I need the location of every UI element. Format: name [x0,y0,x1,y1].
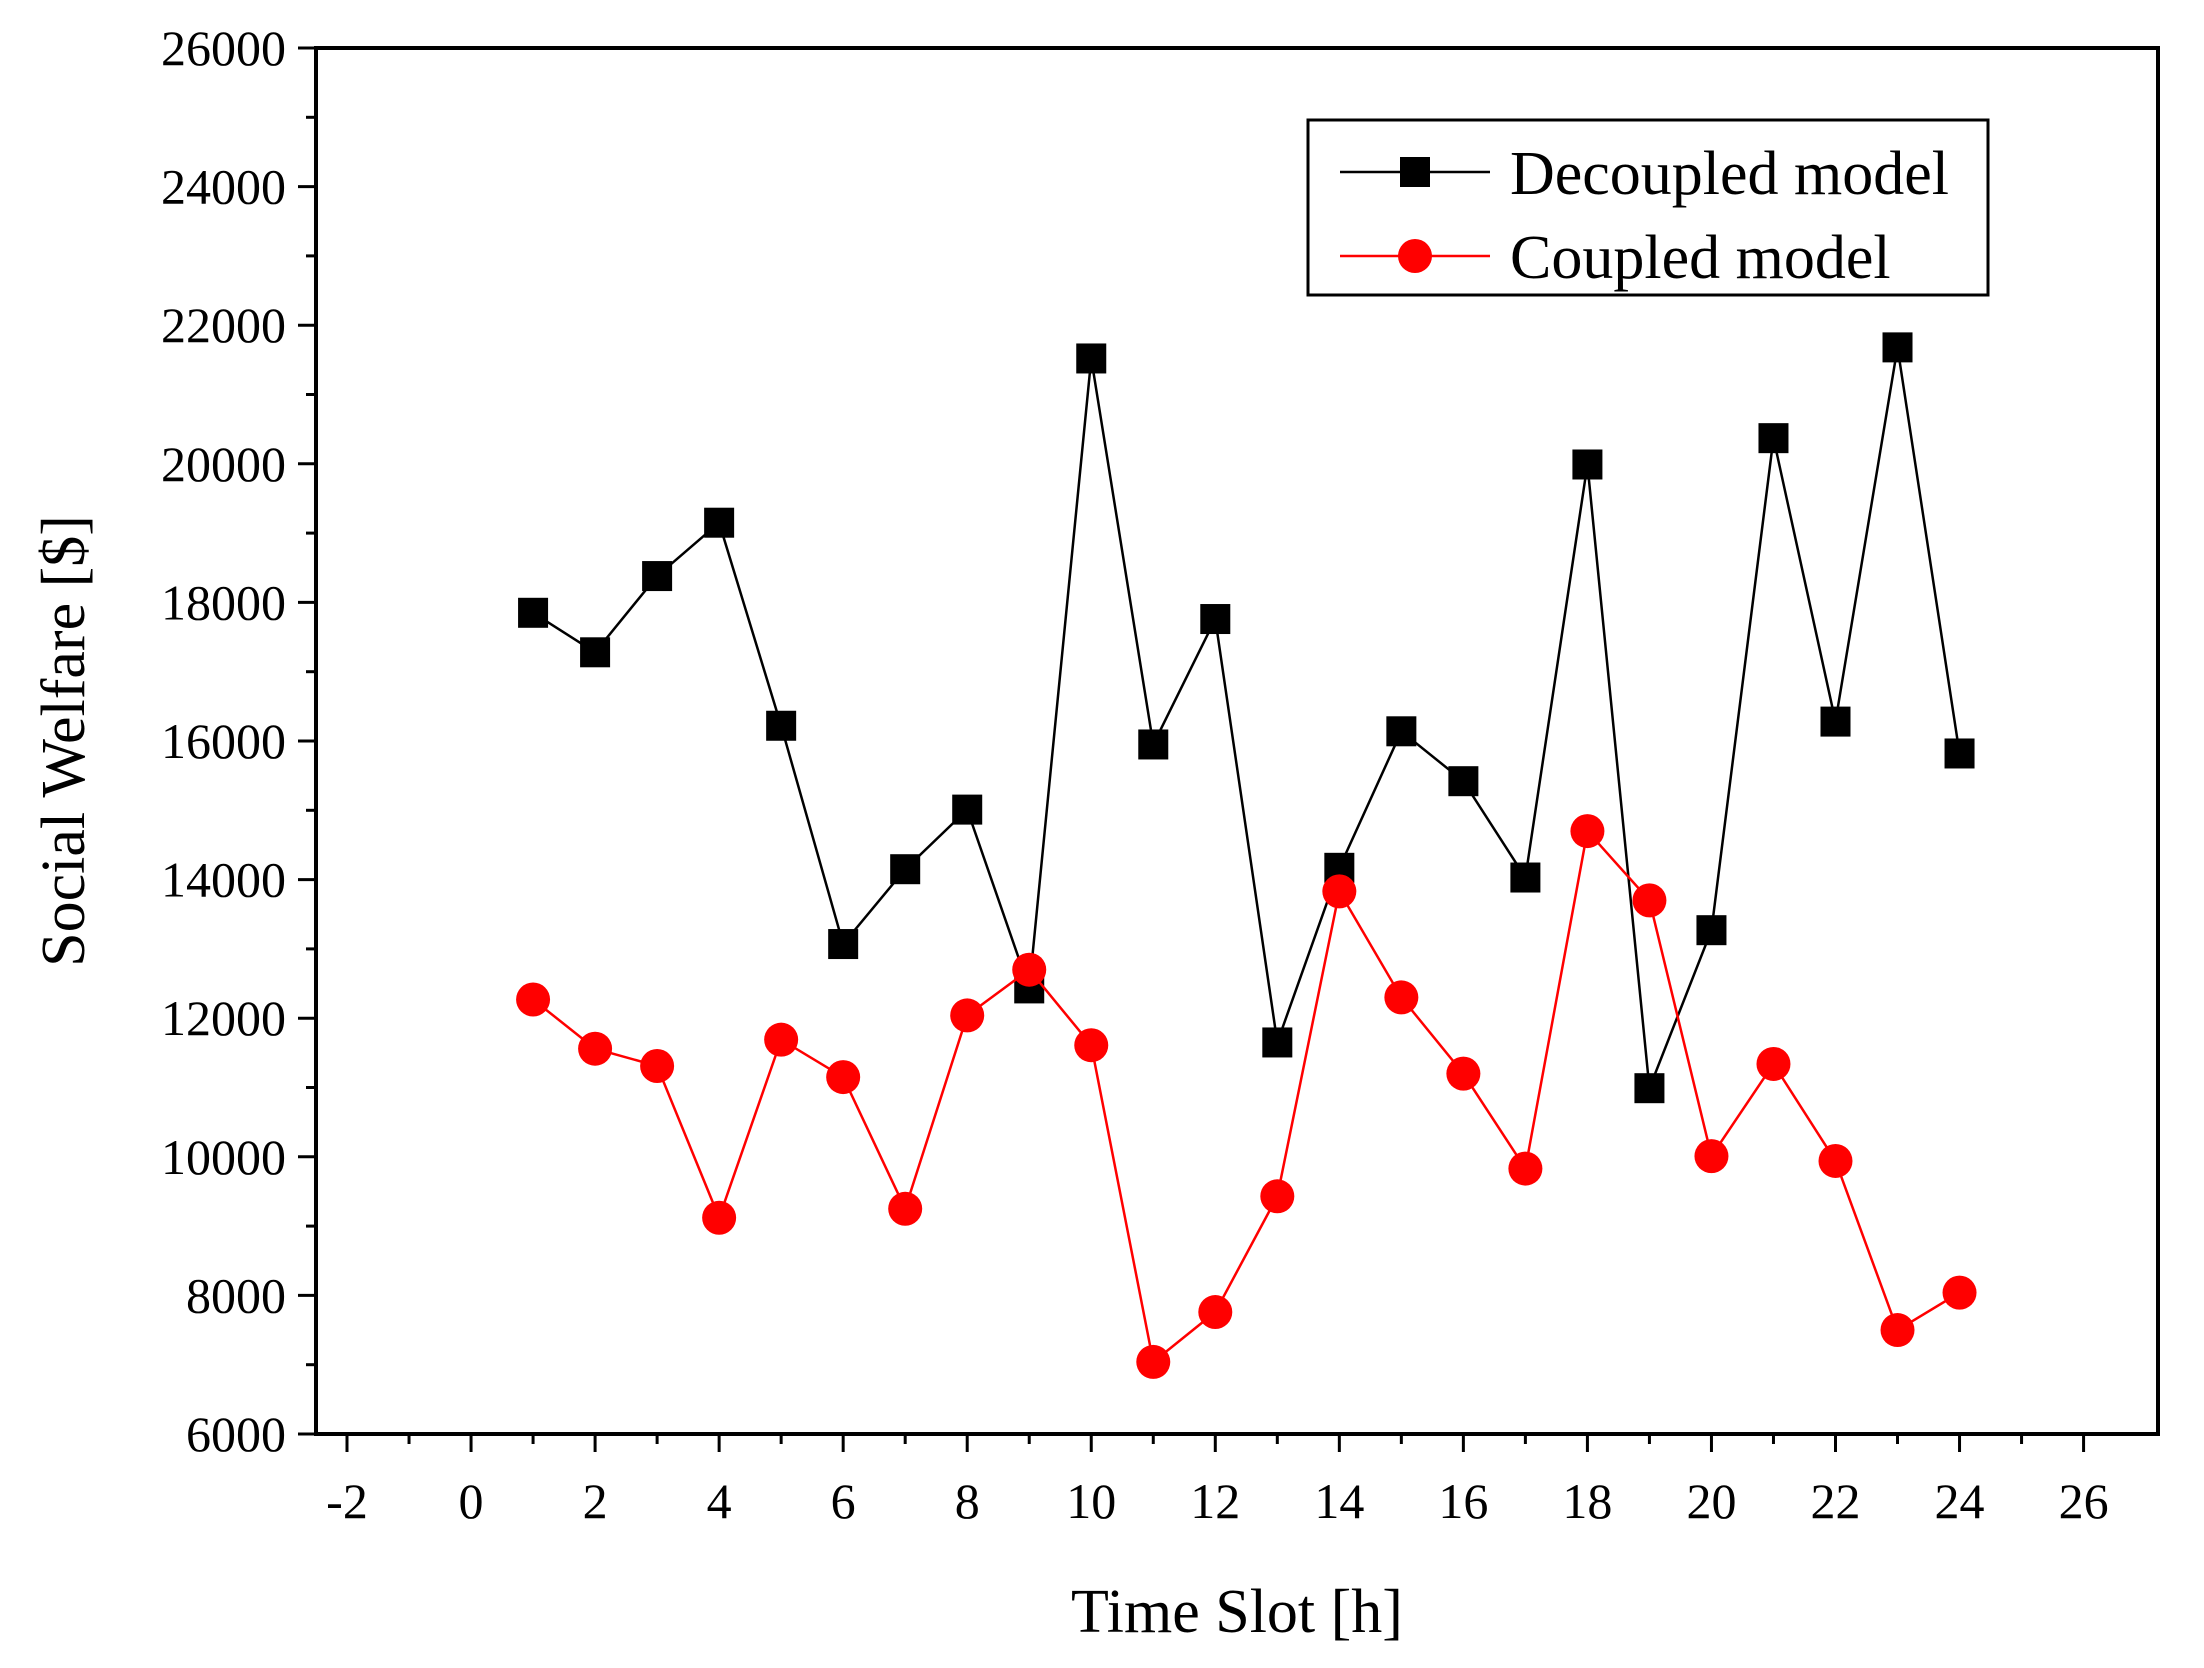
data-point [1570,814,1605,849]
y-tick-label: 22000 [161,297,286,353]
data-point [1634,1073,1665,1104]
y-tick-label: 24000 [161,159,286,215]
data-point [1260,1179,1295,1214]
series-line-0 [532,347,1961,1089]
x-tick-label: -2 [326,1473,368,1529]
legend-label-decoupled: Decoupled model [1510,140,1949,208]
y-tick-label: 10000 [161,1129,286,1185]
x-tick-label: 18 [1562,1473,1612,1529]
legend-label-coupled: Coupled model [1510,224,1891,292]
y-tick-label: 16000 [161,713,286,769]
data-point [1632,883,1667,918]
data-point [642,561,673,592]
x-axis-title: Time Slot [h] [1071,1578,1403,1646]
data-point [952,794,983,825]
x-tick-label: 20 [1686,1473,1736,1529]
x-tick-label: 14 [1314,1473,1364,1529]
data-point [1882,332,1913,363]
data-point [704,507,735,538]
legend-marker-coupled [1398,239,1432,273]
data-point [1944,738,1975,769]
data-point [1322,874,1357,909]
data-point [1818,1143,1853,1178]
data-point [766,710,797,741]
data-point [1446,1056,1481,1091]
x-tick-label: 22 [1810,1473,1860,1529]
series-layer [516,332,1977,1379]
data-point [1942,1275,1977,1310]
data-point [1572,449,1603,480]
x-tick-label: 12 [1190,1473,1240,1529]
x-tick-label: 8 [955,1473,980,1529]
data-point [1136,1344,1171,1379]
legend: Decoupled model Coupled model [1306,118,1990,297]
data-point [1012,952,1047,987]
y-tick-label: 14000 [161,852,286,908]
data-point [516,982,551,1017]
x-tick-label: 2 [583,1473,608,1529]
x-tick-label: 0 [459,1473,484,1529]
series-line-1 [532,828,1961,1365]
legend-marker-decoupled [1400,157,1430,187]
data-point [1138,729,1169,760]
data-point [518,597,549,628]
data-point [1694,1139,1729,1174]
data-point [640,1049,675,1084]
x-tick-label: 24 [1935,1473,1985,1529]
data-point [1448,766,1479,797]
data-point [1508,1151,1543,1186]
data-point [826,1060,861,1095]
data-point [1074,1028,1109,1063]
data-point [1756,1046,1791,1081]
y-axis-title: Social Welfare [$] [30,515,98,967]
y-tick-label: 6000 [186,1406,286,1462]
x-tick-label: 4 [707,1473,732,1529]
data-point [1758,423,1789,454]
data-point [578,1031,613,1066]
y-tick-label: 8000 [186,1267,286,1323]
data-point [1198,1295,1233,1330]
data-point [764,1022,799,1057]
data-point [1386,716,1417,747]
x-tick-label: 26 [2059,1473,2109,1529]
y-tick-label: 18000 [161,574,286,630]
x-tick-label: 16 [1438,1473,1488,1529]
x-tick-label: 10 [1066,1473,1116,1529]
data-point [828,929,859,960]
data-point [950,998,985,1033]
y-tick-label: 20000 [161,436,286,492]
data-point [890,854,921,885]
data-point [702,1200,737,1235]
data-point [1696,915,1727,946]
y-axis: 6000 8000 10000 12000 14000 16000 18000 20000 22… [161,20,316,1462]
data-point [1262,1027,1293,1058]
y-tick-label: 12000 [161,990,286,1046]
data-point [1510,862,1541,893]
data-point [1076,343,1107,374]
data-point [888,1191,923,1226]
x-tick-label: 6 [831,1473,856,1529]
data-point [1200,604,1231,635]
y-tick-label: 26000 [161,20,286,76]
data-point [1880,1313,1915,1348]
x-axis: -2 0 2 4 6 8 10 12 14 16 18 20 22 24 26 [326,1434,2109,1529]
data-point [1820,706,1851,737]
data-point [580,637,611,668]
data-point [1384,980,1419,1015]
